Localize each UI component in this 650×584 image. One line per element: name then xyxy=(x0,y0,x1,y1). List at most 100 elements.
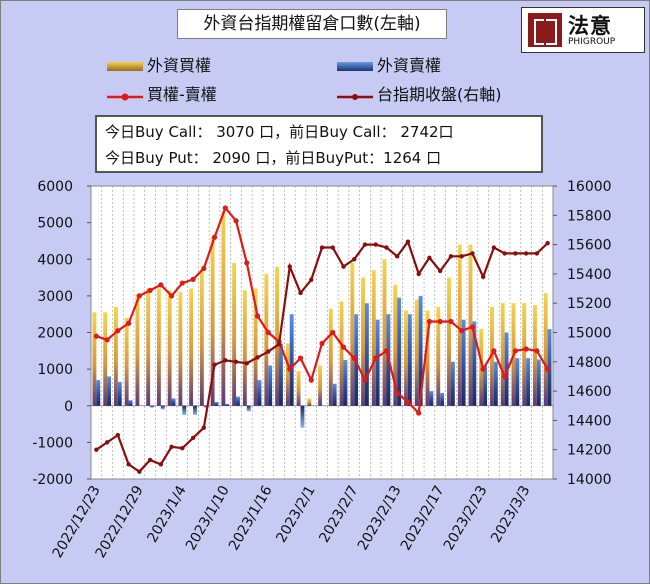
bar-put xyxy=(536,359,541,406)
point-diff xyxy=(545,366,551,372)
x-tick-label: 2023/1/4 xyxy=(144,483,189,546)
point-diff xyxy=(287,366,293,372)
bar-put xyxy=(268,365,273,406)
bar-put xyxy=(332,383,337,406)
bar-call xyxy=(371,270,376,406)
y-left-tick-label: 5000 xyxy=(37,216,73,232)
bar-call xyxy=(264,273,269,406)
bar-put xyxy=(96,380,101,406)
bar-call xyxy=(210,237,215,406)
bar-call xyxy=(221,211,226,406)
point-index xyxy=(459,254,464,259)
point-diff xyxy=(491,348,497,354)
bar-call xyxy=(404,310,408,406)
bar-call xyxy=(178,292,183,406)
bar-call xyxy=(382,259,387,406)
point-diff xyxy=(136,293,142,299)
bar-call xyxy=(92,312,97,406)
x-tick-label: 2023/2/17 xyxy=(398,483,448,553)
point-diff xyxy=(222,205,228,211)
bar-put xyxy=(182,405,187,415)
bar-put xyxy=(515,358,520,406)
bar-call xyxy=(242,290,247,406)
logo-mark-icon xyxy=(528,13,562,47)
point-diff xyxy=(459,328,465,334)
bar-put xyxy=(364,303,369,406)
bar-put xyxy=(472,321,477,406)
legend-label-diff: 買權-賣權 xyxy=(147,85,217,104)
y-left-tick-label: -2000 xyxy=(32,472,73,488)
point-index xyxy=(405,239,411,244)
bar-call xyxy=(307,398,312,406)
legend-swatch-index xyxy=(337,89,373,103)
bar-call xyxy=(232,262,237,406)
y-left-tick-label: 6000 xyxy=(37,179,73,195)
point-diff xyxy=(158,282,164,288)
bar-call xyxy=(135,294,140,406)
point-index xyxy=(276,342,282,347)
bar-call xyxy=(189,288,194,406)
point-index xyxy=(158,462,164,467)
bar-put xyxy=(203,405,208,408)
y-right-tick-label: 16000 xyxy=(567,179,612,195)
chart-title: 外資台指期權留倉口數(左軸) xyxy=(177,9,447,39)
point-diff xyxy=(437,318,443,325)
y-right-tick-label: 14200 xyxy=(567,443,612,459)
point-diff xyxy=(512,348,518,354)
bar-put xyxy=(300,405,305,428)
bar-put xyxy=(171,398,176,406)
legend-swatch-call xyxy=(107,62,143,71)
point-diff xyxy=(523,346,529,352)
bar-call xyxy=(414,299,419,406)
y-left-tick-label: -1000 xyxy=(32,435,73,451)
bar-call xyxy=(447,277,451,406)
bar-call xyxy=(296,370,301,406)
bar-call xyxy=(328,308,333,406)
point-diff xyxy=(330,329,336,336)
bar-put xyxy=(289,314,294,406)
y-right-tick-label: 15000 xyxy=(567,326,612,342)
bar-call xyxy=(156,288,161,406)
x-tick-label: 2023/2/13 xyxy=(355,483,405,553)
point-index xyxy=(104,440,110,445)
point-index xyxy=(534,251,540,256)
bar-call xyxy=(543,293,548,406)
bar-call xyxy=(350,262,355,406)
x-tick-label: 2023/1/16 xyxy=(226,483,276,553)
bar-call xyxy=(253,288,258,406)
x-tick-label: 2023/3/3 xyxy=(488,483,533,545)
point-diff xyxy=(126,320,132,326)
point-index xyxy=(384,245,389,250)
point-diff xyxy=(179,280,185,286)
y-right-tick-label: 14000 xyxy=(567,472,612,488)
y-right-tick-label: 15400 xyxy=(567,267,612,283)
point-index xyxy=(190,435,196,441)
bar-call xyxy=(318,365,322,406)
y-right-tick-label: 15800 xyxy=(567,208,612,224)
point-diff xyxy=(534,348,540,354)
bar-put xyxy=(461,319,466,406)
point-index xyxy=(545,240,550,246)
x-tick-label: 2023/2/7 xyxy=(316,483,361,545)
summary-line-call: 今日Buy Call： 3070 口，前日Buy Call： 2742口 xyxy=(105,123,454,141)
point-index xyxy=(147,457,153,463)
bar-put xyxy=(246,405,251,412)
point-index xyxy=(427,255,432,260)
point-index xyxy=(502,251,507,256)
point-diff xyxy=(340,344,347,350)
point-diff xyxy=(104,337,110,343)
bar-put xyxy=(160,405,165,410)
y-right-tick-label: 15200 xyxy=(567,296,612,312)
point-diff xyxy=(244,260,250,266)
legend-label-put: 外資賣權 xyxy=(377,56,442,75)
point-index xyxy=(437,268,443,274)
x-tick-label: 2023/2/23 xyxy=(441,483,491,553)
point-diff xyxy=(201,265,207,272)
point-diff xyxy=(211,234,218,240)
point-diff xyxy=(383,348,390,354)
point-diff xyxy=(319,340,325,347)
point-index xyxy=(126,462,131,467)
point-diff xyxy=(115,328,121,334)
bar-call xyxy=(275,266,280,406)
